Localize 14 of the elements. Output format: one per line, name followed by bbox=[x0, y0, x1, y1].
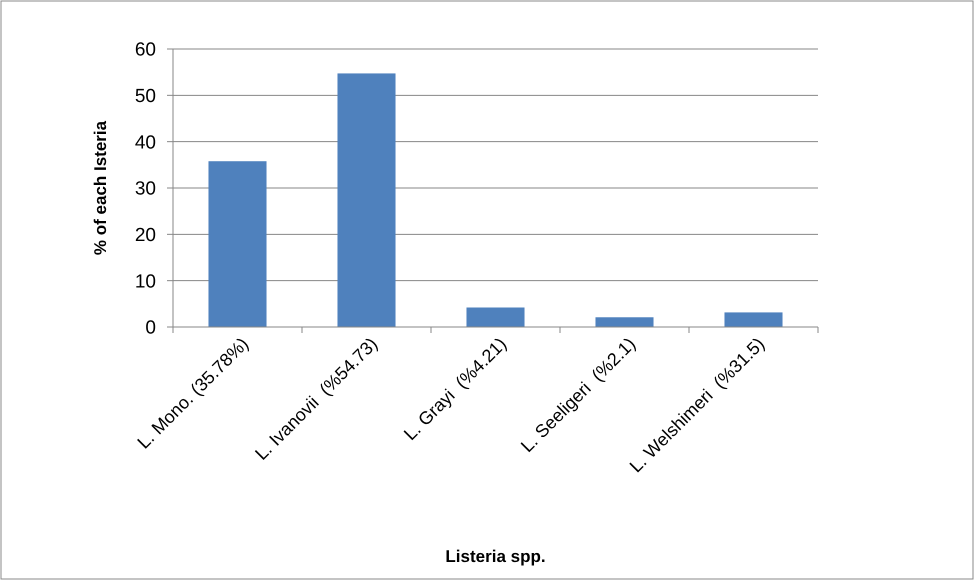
bar bbox=[466, 307, 525, 327]
x-axis-title: Listeria spp. bbox=[445, 547, 546, 566]
y-tick-label: 50 bbox=[134, 86, 156, 107]
y-tick-label: 0 bbox=[145, 318, 156, 339]
y-axis-title: % of each Isteria bbox=[91, 120, 110, 256]
y-tick-label: 60 bbox=[134, 40, 156, 61]
y-tick-label: 10 bbox=[134, 271, 156, 292]
y-tick-label: 20 bbox=[134, 224, 156, 246]
bar bbox=[595, 317, 654, 327]
bar bbox=[724, 312, 783, 327]
bar bbox=[337, 73, 396, 327]
y-tick-label: 40 bbox=[134, 132, 156, 154]
bar bbox=[208, 161, 267, 327]
y-tick-label: 30 bbox=[134, 178, 156, 200]
